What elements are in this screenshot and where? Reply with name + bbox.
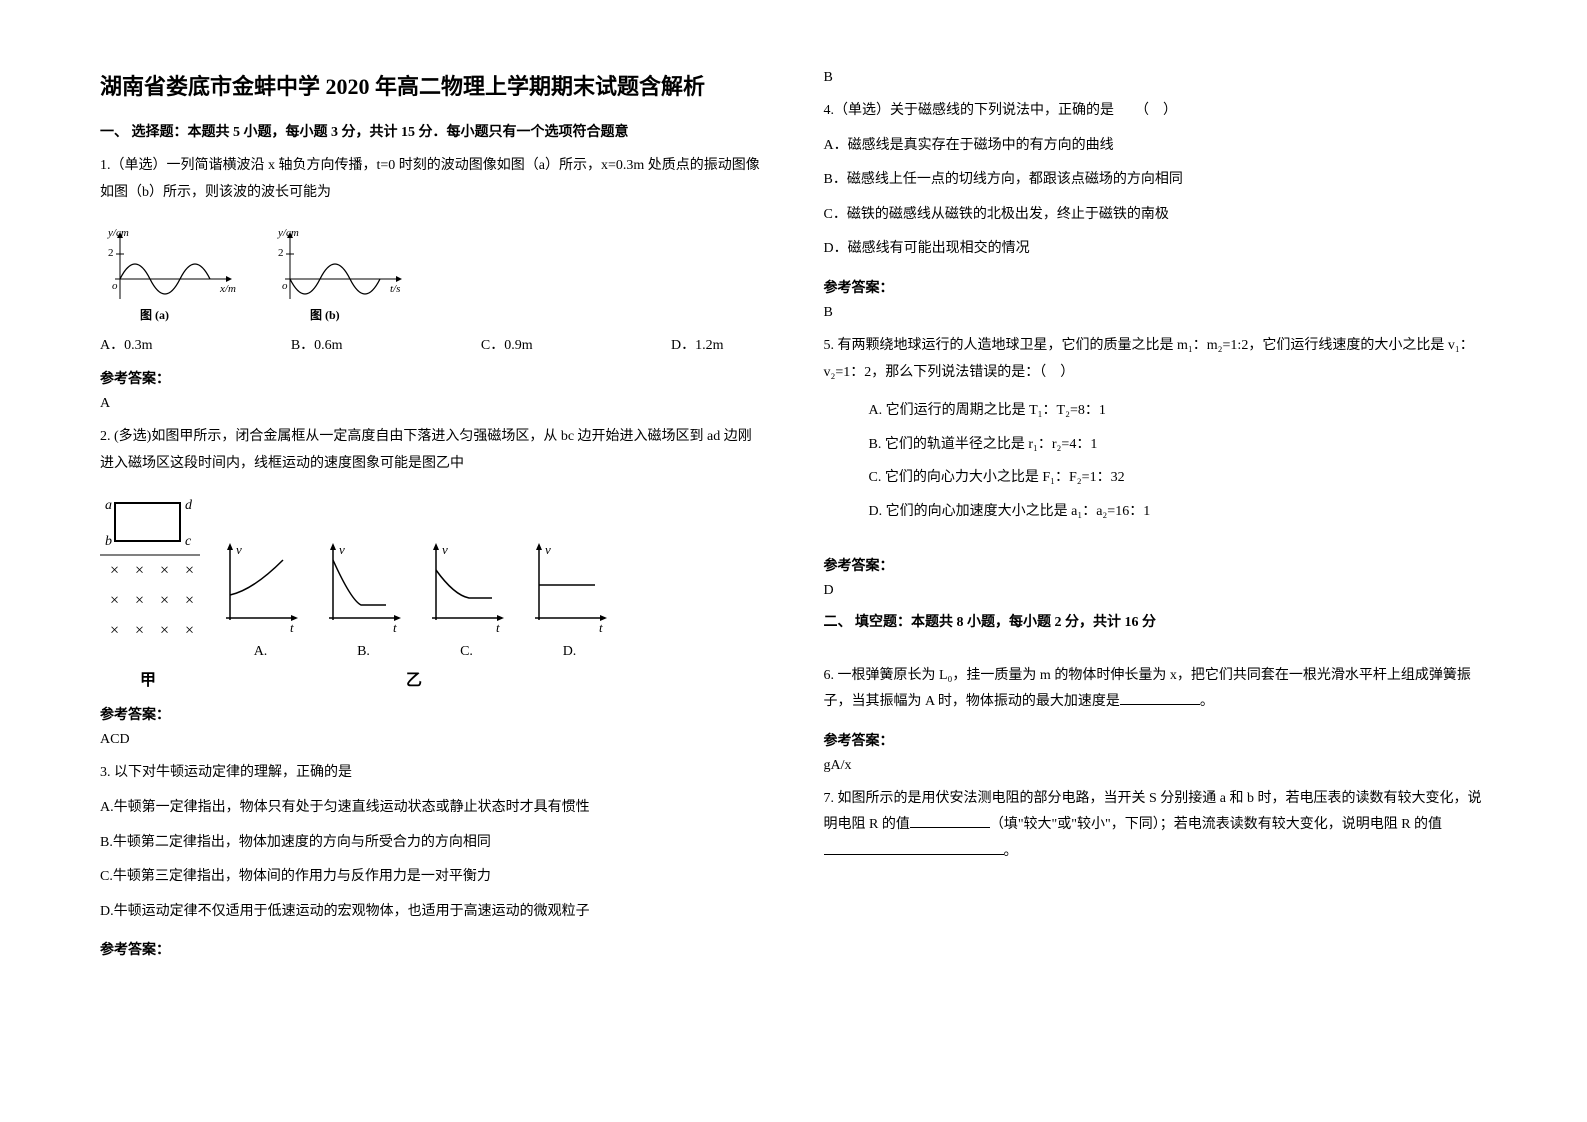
- q4-opt-a: A．磁感线是真实存在于磁场中的有方向的曲线: [824, 133, 1488, 160]
- q1-opt-b: B．0.6m: [291, 334, 343, 354]
- q5-opt-a: A. 它们运行的周期之比是 T₁：T₂=8：1: [869, 394, 1488, 428]
- svg-text:x/m: x/m: [219, 283, 236, 295]
- q5-answer-label: 参考答案：: [824, 555, 1488, 575]
- svg-text:v: v: [339, 542, 345, 557]
- section2-header: 二、 填空题：本题共 8 小题，每小题 2 分，共计 16 分: [824, 611, 1488, 631]
- q7-blank1: [910, 814, 990, 828]
- q3-opt-c: C.牛顿第三定律指出，物体间的作用力与反作用力是一对平衡力: [100, 864, 764, 891]
- right-column: B 4.（单选）关于磁感线的下列说法中，正确的是 （ ） A．磁感线是真实存在于…: [824, 70, 1488, 1052]
- q5-answer: D: [824, 583, 1488, 599]
- svg-text:c: c: [185, 534, 192, 549]
- svg-text:×: ×: [185, 622, 194, 639]
- svg-text:×: ×: [110, 562, 119, 579]
- svg-text:v: v: [545, 542, 551, 557]
- q2-opt-b-label: B.: [321, 644, 406, 660]
- q3-answer: B: [824, 70, 1488, 86]
- svg-text:a: a: [105, 498, 112, 513]
- svg-text:图 (b): 图 (b): [310, 308, 340, 322]
- q1-opt-a: A．0.3m: [100, 334, 153, 354]
- q3-text: 3. 以下对牛顿运动定律的理解，正确的是: [100, 760, 764, 787]
- wave-figure-a: y/cm 2 o x/m 图 (a): [100, 224, 240, 324]
- section1-header: 一、 选择题：本题共 5 小题，每小题 3 分，共计 15 分．每小题只有一个选…: [100, 121, 764, 141]
- q6-text: 6. 一根弹簧原长为 L₀，挂一质量为 m 的物体时伸长量为 x，把它们共同套在…: [824, 663, 1488, 716]
- svg-text:×: ×: [160, 622, 169, 639]
- svg-text:×: ×: [135, 562, 144, 579]
- q2-answer-label: 参考答案：: [100, 704, 764, 724]
- q7-text-p2: （填"较大"或"较小"，下同）；若电流表读数有较大变化，说明电阻 R 的值: [990, 817, 1442, 832]
- q2-graph-d: v t D.: [527, 540, 612, 660]
- q1-opt-d: D．1.2m: [671, 334, 724, 354]
- q6-suffix: 。: [1200, 694, 1214, 709]
- q1-answer-label: 参考答案：: [100, 368, 764, 388]
- svg-text:t: t: [599, 620, 603, 635]
- svg-text:t/s: t/s: [390, 283, 400, 295]
- svg-text:图 (a): 图 (a): [140, 308, 169, 322]
- svg-text:d: d: [185, 498, 193, 513]
- q4-opt-d: D．磁感线有可能出现相交的情况: [824, 236, 1488, 263]
- q4-answer: B: [824, 305, 1488, 321]
- svg-text:2: 2: [278, 247, 284, 259]
- q3-opt-a: A.牛顿第一定律指出，物体只有处于匀速直线运动状态或静止状态时才具有惯性: [100, 795, 764, 822]
- q2-figure-labels: 甲 乙: [100, 666, 570, 690]
- q2-opt-c-label: C.: [424, 644, 509, 660]
- q7-blank2: [824, 841, 1004, 855]
- q2-fig-yi: 乙: [406, 666, 422, 690]
- left-column: 湖南省娄底市金蚌中学 2020 年高二物理上学期期末试题含解析 一、 选择题：本…: [100, 70, 764, 1052]
- q1-text: 1.（单选）一列简谐横波沿 x 轴负方向传播，t=0 时刻的波动图像如图（a）所…: [100, 153, 764, 206]
- q5-opt-b: B. 它们的轨道半径之比是 r₁：r₂=4：1: [869, 428, 1488, 462]
- q3-answer-label: 参考答案：: [100, 939, 764, 959]
- q2-text: 2. (多选)如图甲所示，闭合金属框从一定高度自由下落进入匀强磁场区，从 bc …: [100, 424, 764, 477]
- q2-opt-a-label: A.: [218, 644, 303, 660]
- q3-opt-b: B.牛顿第二定律指出，物体加速度的方向与所受合力的方向相同: [100, 830, 764, 857]
- q7-text-p3: 。: [1004, 844, 1018, 859]
- svg-text:×: ×: [110, 622, 119, 639]
- q5-options: A. 它们运行的周期之比是 T₁：T₂=8：1 B. 它们的轨道半径之比是 r₁…: [824, 394, 1488, 528]
- svg-text:2: 2: [108, 247, 114, 259]
- q3-opt-d: D.牛顿运动定律不仅适用于低速运动的宏观物体，也适用于高速运动的微观粒子: [100, 899, 764, 926]
- q2-opt-d-label: D.: [527, 644, 612, 660]
- q2-answer: ACD: [100, 732, 764, 748]
- q2-field-diagram: a d b c × × × × × × × × × × × ×: [100, 495, 200, 660]
- q5-text: 5. 有两颗绕地球运行的人造地球卫星，它们的质量之比是 m₁：m₂=1:2，它们…: [824, 333, 1488, 386]
- q5-opt-c: C. 它们的向心力大小之比是 F₁：F₂=1：32: [869, 461, 1488, 495]
- svg-text:×: ×: [135, 622, 144, 639]
- q1-answer: A: [100, 396, 764, 412]
- svg-text:o: o: [282, 280, 288, 292]
- wave-figure-b: y/cm 2 o t/s 图 (b): [270, 224, 410, 324]
- q6-answer: gA/x: [824, 758, 1488, 774]
- q7-text: 7. 如图所示的是用伏安法测电阻的部分电路，当开关 S 分别接通 a 和 b 时…: [824, 786, 1488, 866]
- svg-text:t: t: [393, 620, 397, 635]
- q4-text: 4.（单选）关于磁感线的下列说法中，正确的是 （ ）: [824, 98, 1488, 125]
- q1-options: A．0.3m B．0.6m C．0.9m D．1.2m: [100, 334, 764, 354]
- svg-text:×: ×: [110, 592, 119, 609]
- q4-opt-c: C．磁铁的磁感线从磁铁的北极出发，终止于磁铁的南极: [824, 202, 1488, 229]
- q6-blank: [1120, 691, 1200, 705]
- svg-text:t: t: [290, 620, 294, 635]
- svg-text:×: ×: [185, 562, 194, 579]
- q5-opt-d: D. 它们的向心加速度大小之比是 a₁：a₂=16：1: [869, 495, 1488, 529]
- svg-text:v: v: [442, 542, 448, 557]
- svg-text:×: ×: [135, 592, 144, 609]
- q2-graph-c: v t C.: [424, 540, 509, 660]
- document-title: 湖南省娄底市金蚌中学 2020 年高二物理上学期期末试题含解析: [100, 70, 764, 103]
- svg-text:o: o: [112, 280, 118, 292]
- q2-graph-a: v t A.: [218, 540, 303, 660]
- q4-opt-b: B．磁感线上任一点的切线方向，都跟该点磁场的方向相同: [824, 167, 1488, 194]
- svg-text:×: ×: [185, 592, 194, 609]
- svg-text:v: v: [236, 542, 242, 557]
- q2-figure: a d b c × × × × × × × × × × × × v t A.: [100, 495, 764, 660]
- q6-answer-label: 参考答案：: [824, 730, 1488, 750]
- svg-text:×: ×: [160, 562, 169, 579]
- svg-text:b: b: [105, 534, 112, 549]
- q1-opt-c: C．0.9m: [481, 334, 533, 354]
- q4-answer-label: 参考答案：: [824, 277, 1488, 297]
- q2-graph-b: v t B.: [321, 540, 406, 660]
- q2-fig-jia: 甲: [140, 666, 156, 690]
- svg-text:t: t: [496, 620, 500, 635]
- q1-figure: y/cm 2 o x/m 图 (a) y/cm 2 o: [100, 224, 764, 324]
- svg-text:×: ×: [160, 592, 169, 609]
